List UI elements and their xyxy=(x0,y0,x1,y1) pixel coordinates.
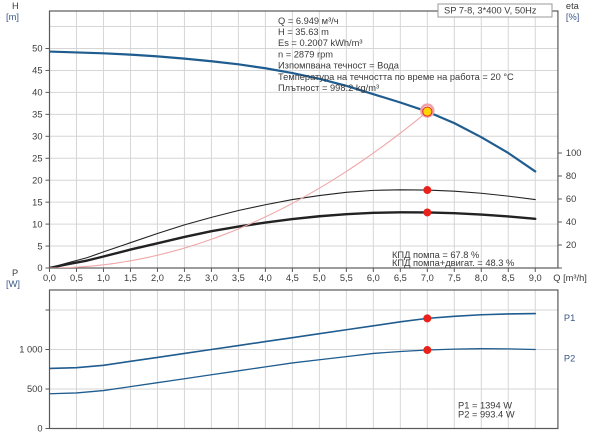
svg-text:SP 7-8, 3*400 V, 50Hz: SP 7-8, 3*400 V, 50Hz xyxy=(444,6,537,16)
svg-text:7,5: 7,5 xyxy=(448,273,461,283)
svg-text:4,0: 4,0 xyxy=(259,273,272,283)
svg-text:5,5: 5,5 xyxy=(340,273,353,283)
svg-text:0,5: 0,5 xyxy=(70,273,83,283)
svg-text:0,0: 0,0 xyxy=(43,273,56,283)
svg-text:2,0: 2,0 xyxy=(151,273,164,283)
svg-text:3,0: 3,0 xyxy=(205,273,218,283)
svg-text:9,0: 9,0 xyxy=(529,273,542,283)
svg-text:500: 500 xyxy=(27,384,43,394)
svg-text:P2: P2 xyxy=(564,354,575,364)
svg-text:3,5: 3,5 xyxy=(232,273,245,283)
svg-text:0: 0 xyxy=(37,263,42,273)
svg-text:P2 = 993.4 W: P2 = 993.4 W xyxy=(458,410,515,420)
svg-text:H = 35.63 m: H = 35.63 m xyxy=(278,27,329,37)
svg-text:n = 2879 rpm: n = 2879 rpm xyxy=(278,49,333,59)
svg-text:60: 60 xyxy=(566,194,576,204)
svg-text:Es = 0.2007 kWh/m³: Es = 0.2007 kWh/m³ xyxy=(278,38,362,48)
svg-text:Изпомпвана течност = Вода: Изпомпвана течност = Вода xyxy=(278,61,400,71)
svg-text:1,5: 1,5 xyxy=(124,273,137,283)
svg-text:6,0: 6,0 xyxy=(367,273,380,283)
svg-text:[W]: [W] xyxy=(6,279,20,289)
svg-text:35: 35 xyxy=(32,110,42,120)
svg-text:40: 40 xyxy=(566,217,576,227)
svg-text:15: 15 xyxy=(32,197,42,207)
svg-text:20: 20 xyxy=(32,175,42,185)
svg-text:P1: P1 xyxy=(564,313,575,323)
svg-text:1,0: 1,0 xyxy=(97,273,110,283)
svg-text:[%]: [%] xyxy=(566,12,579,22)
svg-text:eta: eta xyxy=(566,1,580,11)
svg-text:50: 50 xyxy=(32,44,42,54)
svg-text:H: H xyxy=(12,1,19,11)
svg-text:5,0: 5,0 xyxy=(313,273,326,283)
svg-text:40: 40 xyxy=(32,88,42,98)
svg-text:7,0: 7,0 xyxy=(421,273,434,283)
svg-text:Плътност = 998.2 kg/m³: Плътност = 998.2 kg/m³ xyxy=(278,83,379,93)
svg-text:[m]: [m] xyxy=(6,12,19,22)
svg-text:P: P xyxy=(12,268,18,278)
svg-text:2,5: 2,5 xyxy=(178,273,191,283)
svg-text:5: 5 xyxy=(37,241,42,251)
svg-text:КПД помпа+двигат. = 48.3 %: КПД помпа+двигат. = 48.3 % xyxy=(392,258,514,268)
svg-text:25: 25 xyxy=(32,153,42,163)
svg-text:Q [m³/h]: Q [m³/h] xyxy=(553,273,587,283)
svg-text:30: 30 xyxy=(32,132,42,142)
svg-text:45: 45 xyxy=(32,66,42,76)
svg-text:6,5: 6,5 xyxy=(394,273,407,283)
svg-text:Q = 6.949 м³/ч: Q = 6.949 м³/ч xyxy=(278,16,339,26)
svg-text:8,5: 8,5 xyxy=(502,273,515,283)
svg-text:0: 0 xyxy=(37,424,42,434)
svg-text:1 000: 1 000 xyxy=(19,345,42,355)
svg-text:100: 100 xyxy=(566,148,582,158)
svg-text:10: 10 xyxy=(32,219,42,229)
svg-text:Температура на течността по вр: Температура на течността по време на раб… xyxy=(278,72,514,82)
svg-text:20: 20 xyxy=(566,240,576,250)
svg-text:8,0: 8,0 xyxy=(475,273,488,283)
svg-text:80: 80 xyxy=(566,171,576,181)
svg-text:4,5: 4,5 xyxy=(286,273,299,283)
